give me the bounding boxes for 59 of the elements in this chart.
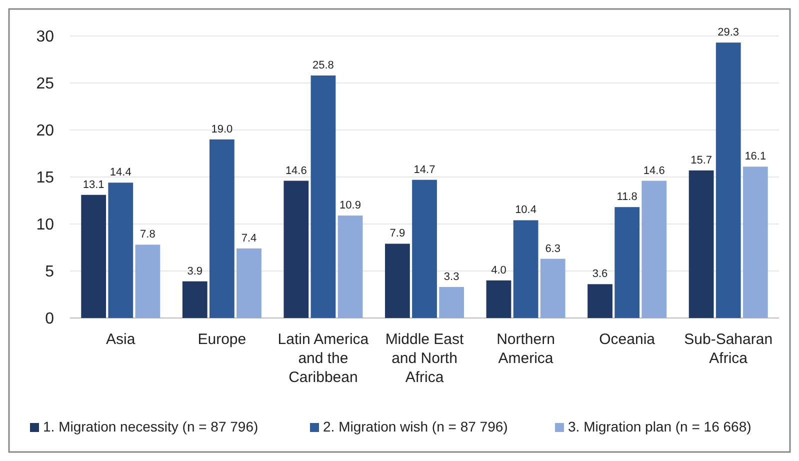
data-label: 4.0 — [491, 264, 506, 276]
x-tick-label: Middle East and North Africa — [385, 331, 465, 386]
data-label: 10.4 — [515, 204, 536, 216]
legend-label: 3. Migration plan (n = 16 668) — [568, 418, 752, 434]
y-tick-label: 25 — [36, 76, 54, 93]
data-label: 11.8 — [616, 191, 638, 204]
bar — [135, 244, 160, 318]
bar — [338, 216, 363, 318]
bar — [486, 280, 512, 318]
y-tick-label: 20 — [36, 122, 54, 140]
bar — [588, 284, 612, 318]
bar — [688, 170, 714, 318]
bar — [236, 248, 262, 318]
data-label: 7.4 — [241, 232, 257, 244]
bar — [513, 220, 538, 318]
bar — [439, 286, 464, 318]
bar — [108, 182, 134, 318]
legend-label: 1. Migration necessity (n = 87 796) — [43, 418, 258, 434]
data-label: 3.6 — [592, 268, 608, 280]
data-label: 14.6 — [285, 164, 307, 177]
data-label: 15.7 — [690, 154, 712, 166]
data-label: 14.6 — [643, 164, 665, 177]
bar — [81, 194, 106, 318]
data-label: 25.8 — [312, 59, 334, 72]
bar — [716, 42, 741, 318]
y-tick-label: 10 — [36, 216, 54, 234]
bar — [742, 166, 768, 318]
x-tick-label: Latin America and the Caribbean — [278, 331, 370, 386]
data-label: 3.9 — [187, 265, 203, 278]
legend-label: 2. Migration wish (n = 87 796) — [323, 418, 508, 434]
data-label: 6.3 — [545, 242, 560, 255]
x-tick-label: Asia — [106, 331, 136, 348]
bar — [209, 139, 234, 318]
data-label: 14.4 — [110, 166, 132, 179]
x-tick-label: Oceania — [599, 331, 656, 348]
bar — [540, 258, 566, 318]
data-label: 7.9 — [390, 228, 406, 240]
y-tick-label: 15 — [36, 170, 54, 187]
bar — [385, 244, 410, 318]
x-tick-label: Northern America — [496, 331, 555, 367]
bar — [182, 281, 208, 318]
bar — [412, 180, 437, 318]
x-tick-label: Sub-Saharan Africa — [684, 331, 773, 367]
data-label: 7.8 — [140, 228, 156, 241]
bar — [614, 207, 640, 318]
y-tick-label: 0 — [45, 310, 54, 328]
y-tick-label: 5 — [45, 264, 54, 281]
y-tick-label: 30 — [36, 28, 54, 46]
bar — [284, 180, 309, 318]
data-label: 19.0 — [211, 123, 233, 136]
data-label: 3.3 — [444, 270, 460, 283]
bar — [310, 75, 336, 318]
bar — [642, 180, 667, 318]
data-label: 16.1 — [744, 150, 766, 163]
data-label: 14.7 — [414, 164, 436, 176]
data-label: 29.3 — [718, 26, 740, 39]
x-tick-label: Europe — [198, 331, 246, 348]
data-label: 10.9 — [340, 200, 361, 212]
data-label: 13.1 — [82, 178, 104, 191]
